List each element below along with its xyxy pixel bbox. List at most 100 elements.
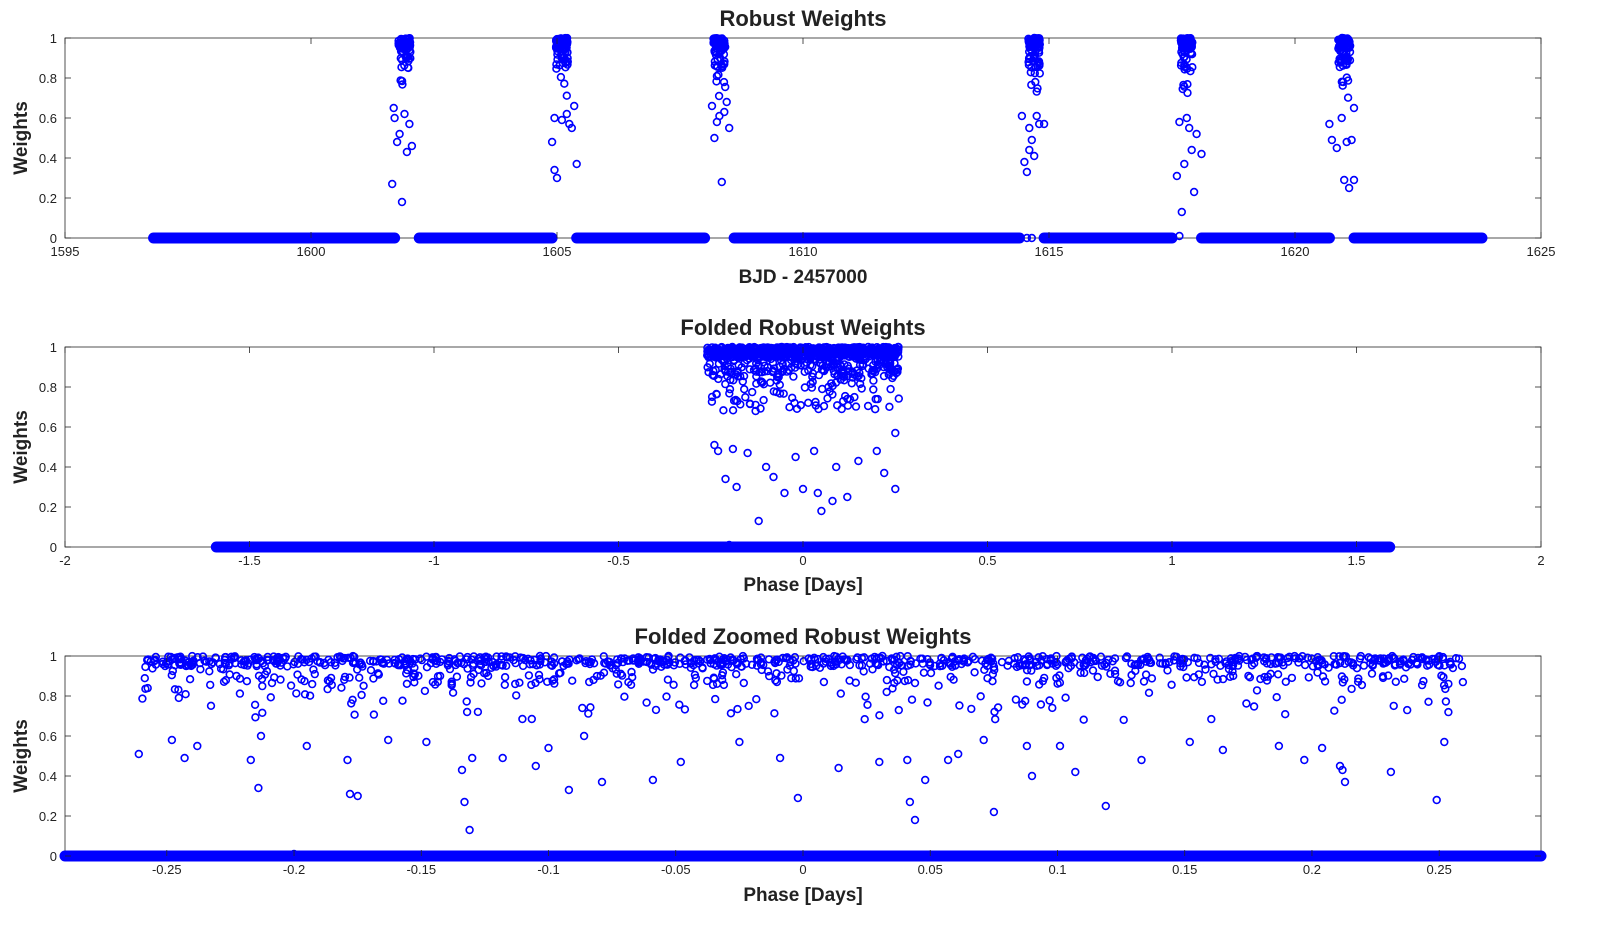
data-point	[885, 402, 894, 411]
data-point	[324, 655, 333, 664]
data-point	[1444, 707, 1453, 717]
data-point	[300, 690, 310, 699]
data-point	[1331, 660, 1340, 669]
data-point	[759, 395, 768, 405]
data-point	[1115, 678, 1125, 687]
data-point	[728, 376, 738, 385]
data-point	[563, 60, 572, 69]
data-point	[719, 406, 728, 415]
data-point	[1101, 658, 1111, 668]
data-point	[527, 680, 536, 690]
data-point	[1399, 655, 1408, 664]
data-point	[1183, 79, 1192, 89]
data-point	[547, 661, 557, 670]
data-point	[1029, 151, 1039, 161]
data-point	[134, 749, 144, 759]
x-tick-label: 1620	[1281, 244, 1310, 259]
data-point	[515, 678, 524, 687]
data-point	[465, 825, 474, 835]
data-point	[690, 670, 700, 680]
data-point	[891, 484, 900, 494]
data-point	[404, 56, 413, 66]
data-point	[751, 400, 760, 410]
x-tick-label: -0.05	[661, 862, 691, 877]
data-point	[1022, 677, 1032, 686]
data-point	[1347, 684, 1356, 694]
data-point	[763, 363, 772, 372]
data-point	[473, 707, 483, 717]
data-point	[469, 669, 478, 679]
data-point	[1027, 233, 1037, 243]
data-point	[893, 367, 902, 377]
data-point	[888, 655, 897, 664]
data-point	[420, 686, 430, 696]
data-point	[1178, 44, 1188, 53]
data-point	[709, 366, 718, 376]
data-point	[772, 677, 782, 687]
data-point	[803, 344, 812, 354]
data-point	[768, 366, 778, 376]
data-point	[733, 368, 742, 377]
data-point	[1329, 651, 1339, 661]
data-point	[851, 402, 861, 411]
data-point	[863, 700, 872, 709]
data-point	[565, 119, 574, 129]
data-point	[400, 37, 409, 46]
data-point	[1338, 81, 1347, 90]
data-point	[891, 428, 900, 438]
data-point	[535, 660, 544, 669]
data-point	[355, 673, 364, 682]
data-point	[832, 401, 842, 410]
data-point	[305, 691, 315, 700]
data-point	[1079, 668, 1089, 678]
data-point	[777, 348, 787, 357]
data-point	[721, 366, 730, 375]
data-point	[894, 394, 903, 403]
data-point	[251, 654, 260, 664]
data-point	[875, 711, 884, 720]
data-point	[572, 656, 581, 665]
data-point	[733, 704, 742, 714]
data-point	[979, 735, 988, 745]
data-point	[1021, 656, 1030, 665]
chart-title: Folded Robust Weights	[680, 315, 925, 340]
data-point	[1032, 111, 1041, 121]
y-tick-label: 0.6	[39, 420, 57, 435]
y-tick-label: 0.2	[39, 500, 57, 515]
x-tick-label: 0	[799, 553, 806, 568]
y-tick-label: 0.4	[39, 769, 57, 784]
data-point	[398, 80, 407, 89]
data-point	[987, 654, 996, 663]
data-point	[819, 365, 828, 375]
data-point	[293, 670, 302, 679]
data-point	[890, 668, 900, 678]
data-point	[1266, 659, 1275, 669]
data-point	[1025, 123, 1034, 133]
data-point	[1144, 688, 1154, 697]
data-point	[366, 665, 376, 675]
data-point	[1367, 669, 1377, 678]
data-point	[1401, 663, 1411, 672]
data-point	[813, 654, 823, 664]
data-point	[1340, 659, 1350, 668]
y-axis-label: Weights	[11, 101, 32, 175]
data-point	[732, 660, 742, 669]
data-point	[1011, 695, 1021, 704]
data-point	[731, 395, 740, 405]
data-point	[138, 694, 147, 703]
data-point	[250, 700, 260, 709]
data-point	[1137, 755, 1146, 765]
data-point	[1185, 737, 1195, 747]
data-point	[188, 657, 197, 666]
data-point	[857, 374, 866, 383]
data-point	[714, 359, 724, 368]
data-point	[711, 353, 720, 362]
data-point	[1197, 149, 1206, 159]
x-tick-label: 1.5	[1347, 553, 1365, 568]
data-point	[337, 683, 346, 692]
data-point	[718, 668, 728, 677]
data-point	[500, 680, 509, 689]
data-point	[1167, 680, 1176, 689]
data-point	[1141, 670, 1151, 679]
data-point	[567, 676, 577, 685]
